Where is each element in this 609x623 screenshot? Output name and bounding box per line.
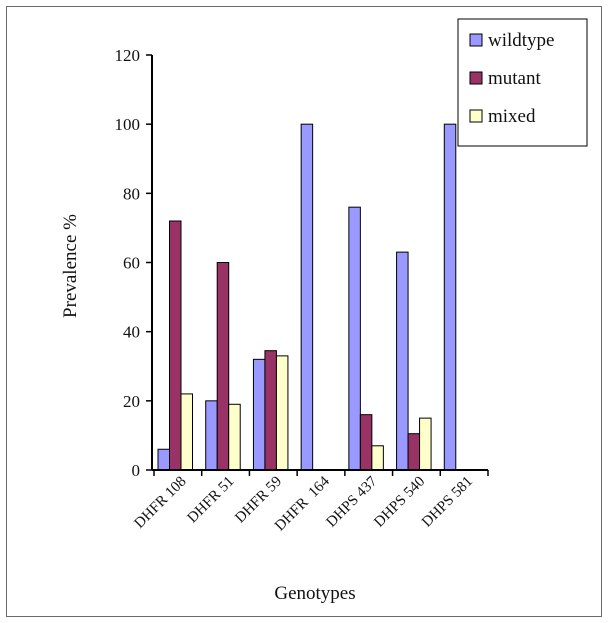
bar-mixed-1 [180,393,193,471]
bar-wildtype-5 [348,206,361,471]
bar-mixed-5 [371,445,384,471]
legend-swatch-mixed [469,109,483,123]
x-tick-label: DHFR 51 [185,474,238,527]
y-tick-label: 60 [123,254,140,273]
x-axis-title: Genotypes [274,583,355,604]
legend: wildtype mutant mixed [457,18,588,147]
bars-layer [157,123,457,471]
bar-mixed-6 [419,417,432,471]
bar-mutant-2 [216,262,230,471]
bar-mutant-5 [359,414,373,471]
legend-label-wildtype: wildtype [488,30,555,51]
x-tick-label: DHPS 581 [419,474,476,531]
legend-swatch-wildtype [469,33,483,47]
y-ticks: 0 20 40 60 80 100 120 [115,46,152,480]
y-tick-label: 0 [132,461,141,480]
bar-wildtype-7 [443,123,457,471]
y-axis-title: Prevalence % [60,214,81,318]
legend-label-mixed: mixed [488,106,536,127]
bar-mutant-1 [169,220,182,471]
y-tick-label: 80 [123,184,140,203]
bar-mixed-2 [228,403,241,471]
bar-wildtype-2 [205,400,218,471]
x-tick-label: DHFR 108 [132,474,190,532]
y-tick-label: 120 [115,46,141,65]
legend-swatch-mutant [469,71,483,85]
y-tick-label: 20 [123,392,140,411]
bar-wildtype-6 [396,251,409,471]
bar-mutant-6 [407,433,421,471]
bar-wildtype-1 [157,448,170,471]
y-tick-label: 40 [123,323,140,342]
x-tick-label: DHPS 540 [371,474,428,531]
y-tick-label: 100 [115,115,141,134]
bar-mixed-3 [275,355,289,471]
bar-wildtype-3 [252,358,266,471]
bar-wildtype-4 [300,123,314,471]
x-tick-label: DHPS 437 [324,473,381,530]
legend-label-mutant: mutant [488,68,541,89]
bar-mutant-3 [264,350,277,471]
